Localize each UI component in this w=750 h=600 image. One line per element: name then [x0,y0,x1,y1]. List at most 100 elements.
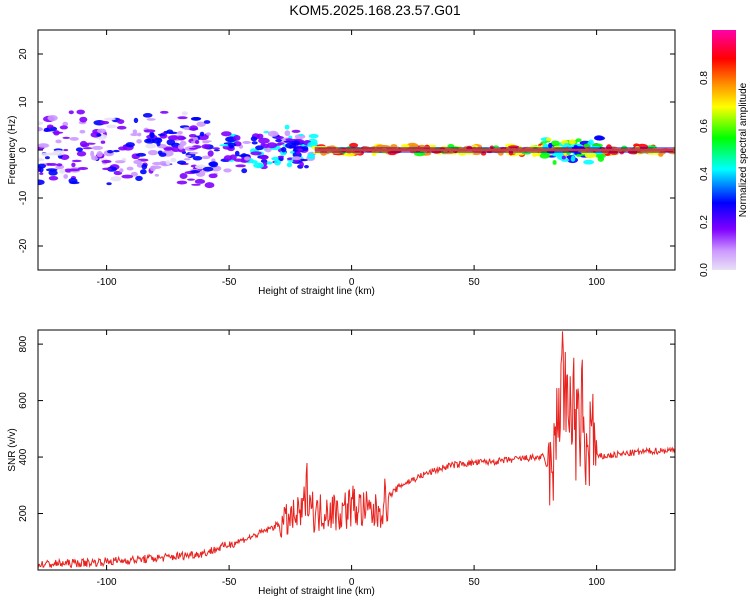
spectrogram-cell [212,147,221,150]
spectrogram-cell [307,153,315,160]
snr-xtick-label: 100 [588,577,605,588]
snr-panel: -100 -50 0 50 100 200 400 600 800 Height of strai… [7,329,676,597]
spectrogram-cell [288,145,293,149]
spectrogram-cell [114,160,126,164]
spectrogram-cell [241,168,248,174]
spectrogram-cell [133,117,139,124]
colorbar-tick-label: 0.4 [699,167,710,181]
spectrogram-cell [207,150,214,157]
spectrogram-cell [299,161,304,168]
spectrogram-cell [170,157,177,163]
spectrogram-cell [79,116,88,123]
spectrogram-cell [275,138,282,143]
spectrogram-cell [79,129,86,134]
spectrogram-cell [165,160,171,166]
spectrogram-cell [250,136,258,142]
spectrogram-cell [177,131,183,135]
spectrogram-cell [658,152,664,157]
spectrogram-cell [584,152,597,159]
spectrogram-cell [284,130,291,137]
spectrogram-cell [55,139,62,144]
spectrogram-cell [561,155,566,160]
spectrogram-cell [208,173,218,179]
snr-xtick-label: -50 [222,577,237,588]
spectrogram-cell [150,165,156,172]
spectrogram-cell [550,140,560,147]
spectrogram-cell [81,143,90,148]
spec-ytick-label: -10 [18,190,29,205]
spectrogram-cell [291,156,302,161]
colorbar-tick-label: 0.6 [699,119,710,133]
colorbar-label: Normalized spectral amplitude [738,82,749,217]
spectrogram-cell [298,133,304,137]
spec-xtick-label: -50 [222,277,237,288]
spectrogram-cell [91,155,99,161]
spectrogram-cell [291,129,301,133]
spectrogram-cell [43,127,50,132]
spectrogram-cell [156,140,161,147]
spectrogram-cell [274,159,281,166]
carrier-core [314,148,675,152]
spectrogram-cell [181,111,188,116]
spectrogram-cell [119,168,124,173]
spectrogram-cell [47,114,58,122]
spectrogram-cell [38,126,43,132]
spectrogram-cell [575,153,582,157]
spectrogram-cell [521,152,531,155]
spectrogram-cell [106,166,118,172]
spectrogram-cell [100,140,106,144]
spectrogram-cell [233,135,241,141]
spec-ylabel: Frequency (Hz) [7,116,18,185]
spec-ytick-label: -20 [18,238,29,253]
spectrogram-cell [202,166,214,172]
spectrogram-cell [76,109,85,115]
spectrogram-cell [145,138,152,143]
spectrogram-cell [38,166,44,173]
spectrogram-cell [191,183,201,186]
spectrogram-cell [304,164,309,169]
spectrogram-cell [75,147,83,152]
spectrogram-cell [227,142,237,147]
spectrogram-cell [39,172,44,175]
spectrogram-cell [563,143,570,146]
spectrogram-cell [570,155,576,162]
snr-ytick-label: 800 [18,335,29,352]
spectrogram-cell [190,170,200,174]
colorbar-tick-label: 0.0 [699,263,710,277]
spectrogram-cell [176,160,187,165]
spectrogram-cell [251,141,258,145]
spectrogram-cell [275,136,284,140]
spectrogram-cell [292,149,299,152]
spectrogram-cell [203,120,211,124]
spectrogram-cell [56,163,63,167]
spectrogram-cell [190,116,202,121]
spectrogram-cell [149,132,155,139]
spectrogram-cell [194,179,206,184]
spectrogram-cell [166,129,174,134]
spectrogram-cell [548,142,553,149]
snr-line [38,331,675,569]
snr-ylabel: SNR (v/v) [7,428,18,471]
spectrogram-cell [287,157,293,161]
spectrogram-cell [142,113,153,118]
spectrogram-cell [130,133,139,137]
spectrogram-cell [234,150,240,157]
spectrogram-cell [447,144,455,148]
snr-xtick-label: 50 [469,577,481,588]
spectrogram-cell [205,132,211,136]
spectrogram-cell [594,135,604,141]
spectrogram-cell [250,151,262,156]
spectrogram-cell [202,140,210,144]
colorbar: 0.0 0.2 0.4 0.6 0.8 Normalized spectral ampli… [699,30,749,277]
spectrogram-cell [223,168,232,173]
spectrogram-cell [263,130,270,134]
spectrogram-cell [285,138,293,142]
spectrogram-cell [297,148,303,152]
spectrogram-cell [77,166,89,171]
spec-ytick-label: 20 [18,48,29,60]
spec-ytick-label: 0 [18,147,29,153]
spectrogram-cell [244,156,251,161]
spectrogram-cell [220,131,232,137]
spectrogram-cell [38,158,45,162]
